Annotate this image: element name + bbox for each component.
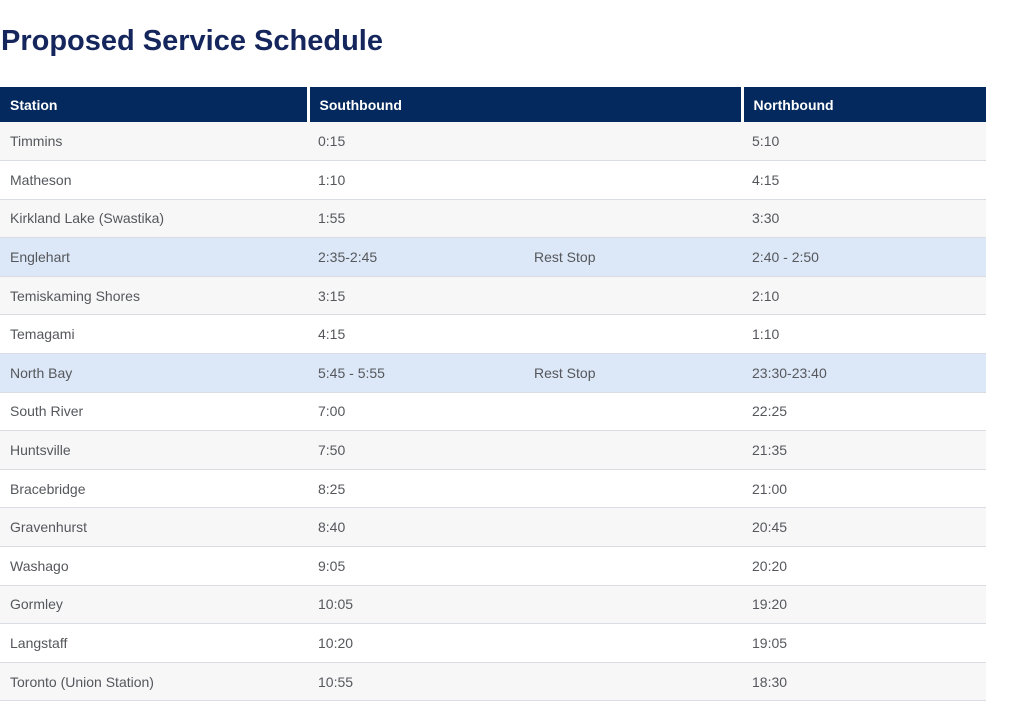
northbound-cell: 2:10 [742,276,987,316]
northbound-cell: 22:25 [742,392,987,432]
note-cell [524,160,743,200]
column-header-southbound: Southbound [308,87,744,122]
page-title: Proposed Service Schedule [1,25,383,57]
note-cell [524,662,743,702]
table-row: South River 7:00 22:25 [0,392,987,432]
table-row: Huntsville 7:50 21:35 [0,430,987,470]
note-cell [524,122,743,162]
station-cell: Gormley [0,585,308,625]
schedule-table-body: Timmins 0:15 5:10 Matheson 1:10 4:15 Kirkland … [0,122,987,702]
northbound-cell: 19:20 [742,585,987,625]
northbound-cell: 23:30-23:40 [742,353,987,393]
note-cell [524,546,743,586]
note-cell: Rest Stop [524,353,743,393]
table-header-row: Station Southbound Northbound [0,87,987,122]
table-row: Timmins 0:15 5:10 [0,122,987,162]
table-row: Gormley 10:05 19:20 [0,585,987,625]
note-cell [524,623,743,663]
table-row: Temagami 4:15 1:10 [0,314,987,355]
note-cell [524,585,743,625]
table-row: Englehart 2:35-2:45 Rest Stop 2:40 - 2:50 [0,237,987,277]
northbound-cell: 21:00 [742,469,987,509]
note-cell [524,314,743,355]
table-row: Temiskaming Shores 3:15 2:10 [0,276,987,316]
table-row: Kirkland Lake (Swastika) 1:55 3:30 [0,199,987,239]
northbound-cell: 2:40 - 2:50 [742,237,987,277]
table-row: Washago 9:05 20:20 [0,546,987,586]
column-header-station: Station [0,87,310,122]
southbound-cell: 8:25 [308,469,524,509]
southbound-cell: 2:35-2:45 [308,237,524,277]
station-cell: Bracebridge [0,469,308,509]
station-cell: Washago [0,546,308,586]
northbound-cell: 4:15 [742,160,987,200]
station-cell: Huntsville [0,430,308,470]
northbound-cell: 21:35 [742,430,987,470]
southbound-cell: 10:05 [308,585,524,625]
note-cell [524,469,743,509]
southbound-cell: 10:55 [308,662,524,702]
station-cell: Gravenhurst [0,507,308,548]
northbound-cell: 1:10 [742,314,987,355]
station-cell: Langstaff [0,623,308,663]
column-header-northbound: Northbound [742,87,987,122]
station-cell: Matheson [0,160,308,200]
note-cell [524,199,743,239]
table-row: Gravenhurst 8:40 20:45 [0,507,987,548]
station-cell: Kirkland Lake (Swastika) [0,199,308,239]
southbound-cell: 10:20 [308,623,524,663]
note-cell [524,392,743,432]
table-row: Toronto (Union Station) 10:55 18:30 [0,662,987,702]
page: Proposed Service Schedule Station Southb… [0,25,1024,702]
northbound-cell: 5:10 [742,122,987,162]
northbound-cell: 18:30 [742,662,987,702]
station-cell: Englehart [0,237,308,277]
southbound-cell: 7:50 [308,430,524,470]
station-cell: Toronto (Union Station) [0,662,308,702]
station-cell: Timmins [0,122,308,162]
northbound-cell: 20:45 [742,507,987,548]
table-row: Bracebridge 8:25 21:00 [0,469,987,509]
note-cell [524,276,743,316]
table-row: Langstaff 10:20 19:05 [0,623,987,663]
note-cell: Rest Stop [524,237,743,277]
southbound-cell: 1:10 [308,160,524,200]
northbound-cell: 19:05 [742,623,987,663]
station-cell: North Bay [0,353,308,393]
southbound-cell: 5:45 - 5:55 [308,353,524,393]
southbound-cell: 7:00 [308,392,524,432]
southbound-cell: 0:15 [308,122,524,162]
table-row: Matheson 1:10 4:15 [0,160,987,200]
southbound-cell: 4:15 [308,314,524,355]
station-cell: Temiskaming Shores [0,276,308,316]
southbound-cell: 3:15 [308,276,524,316]
table-row: North Bay 5:45 - 5:55 Rest Stop 23:30-23:40 [0,353,987,393]
northbound-cell: 3:30 [742,199,987,239]
note-cell [524,507,743,548]
southbound-cell: 8:40 [308,507,524,548]
southbound-cell: 1:55 [308,199,524,239]
schedule-table: Station Southbound Northbound Timmins 0:1… [0,87,987,702]
note-cell [524,430,743,470]
southbound-cell: 9:05 [308,546,524,586]
station-cell: Temagami [0,314,308,355]
station-cell: South River [0,392,308,432]
northbound-cell: 20:20 [742,546,987,586]
